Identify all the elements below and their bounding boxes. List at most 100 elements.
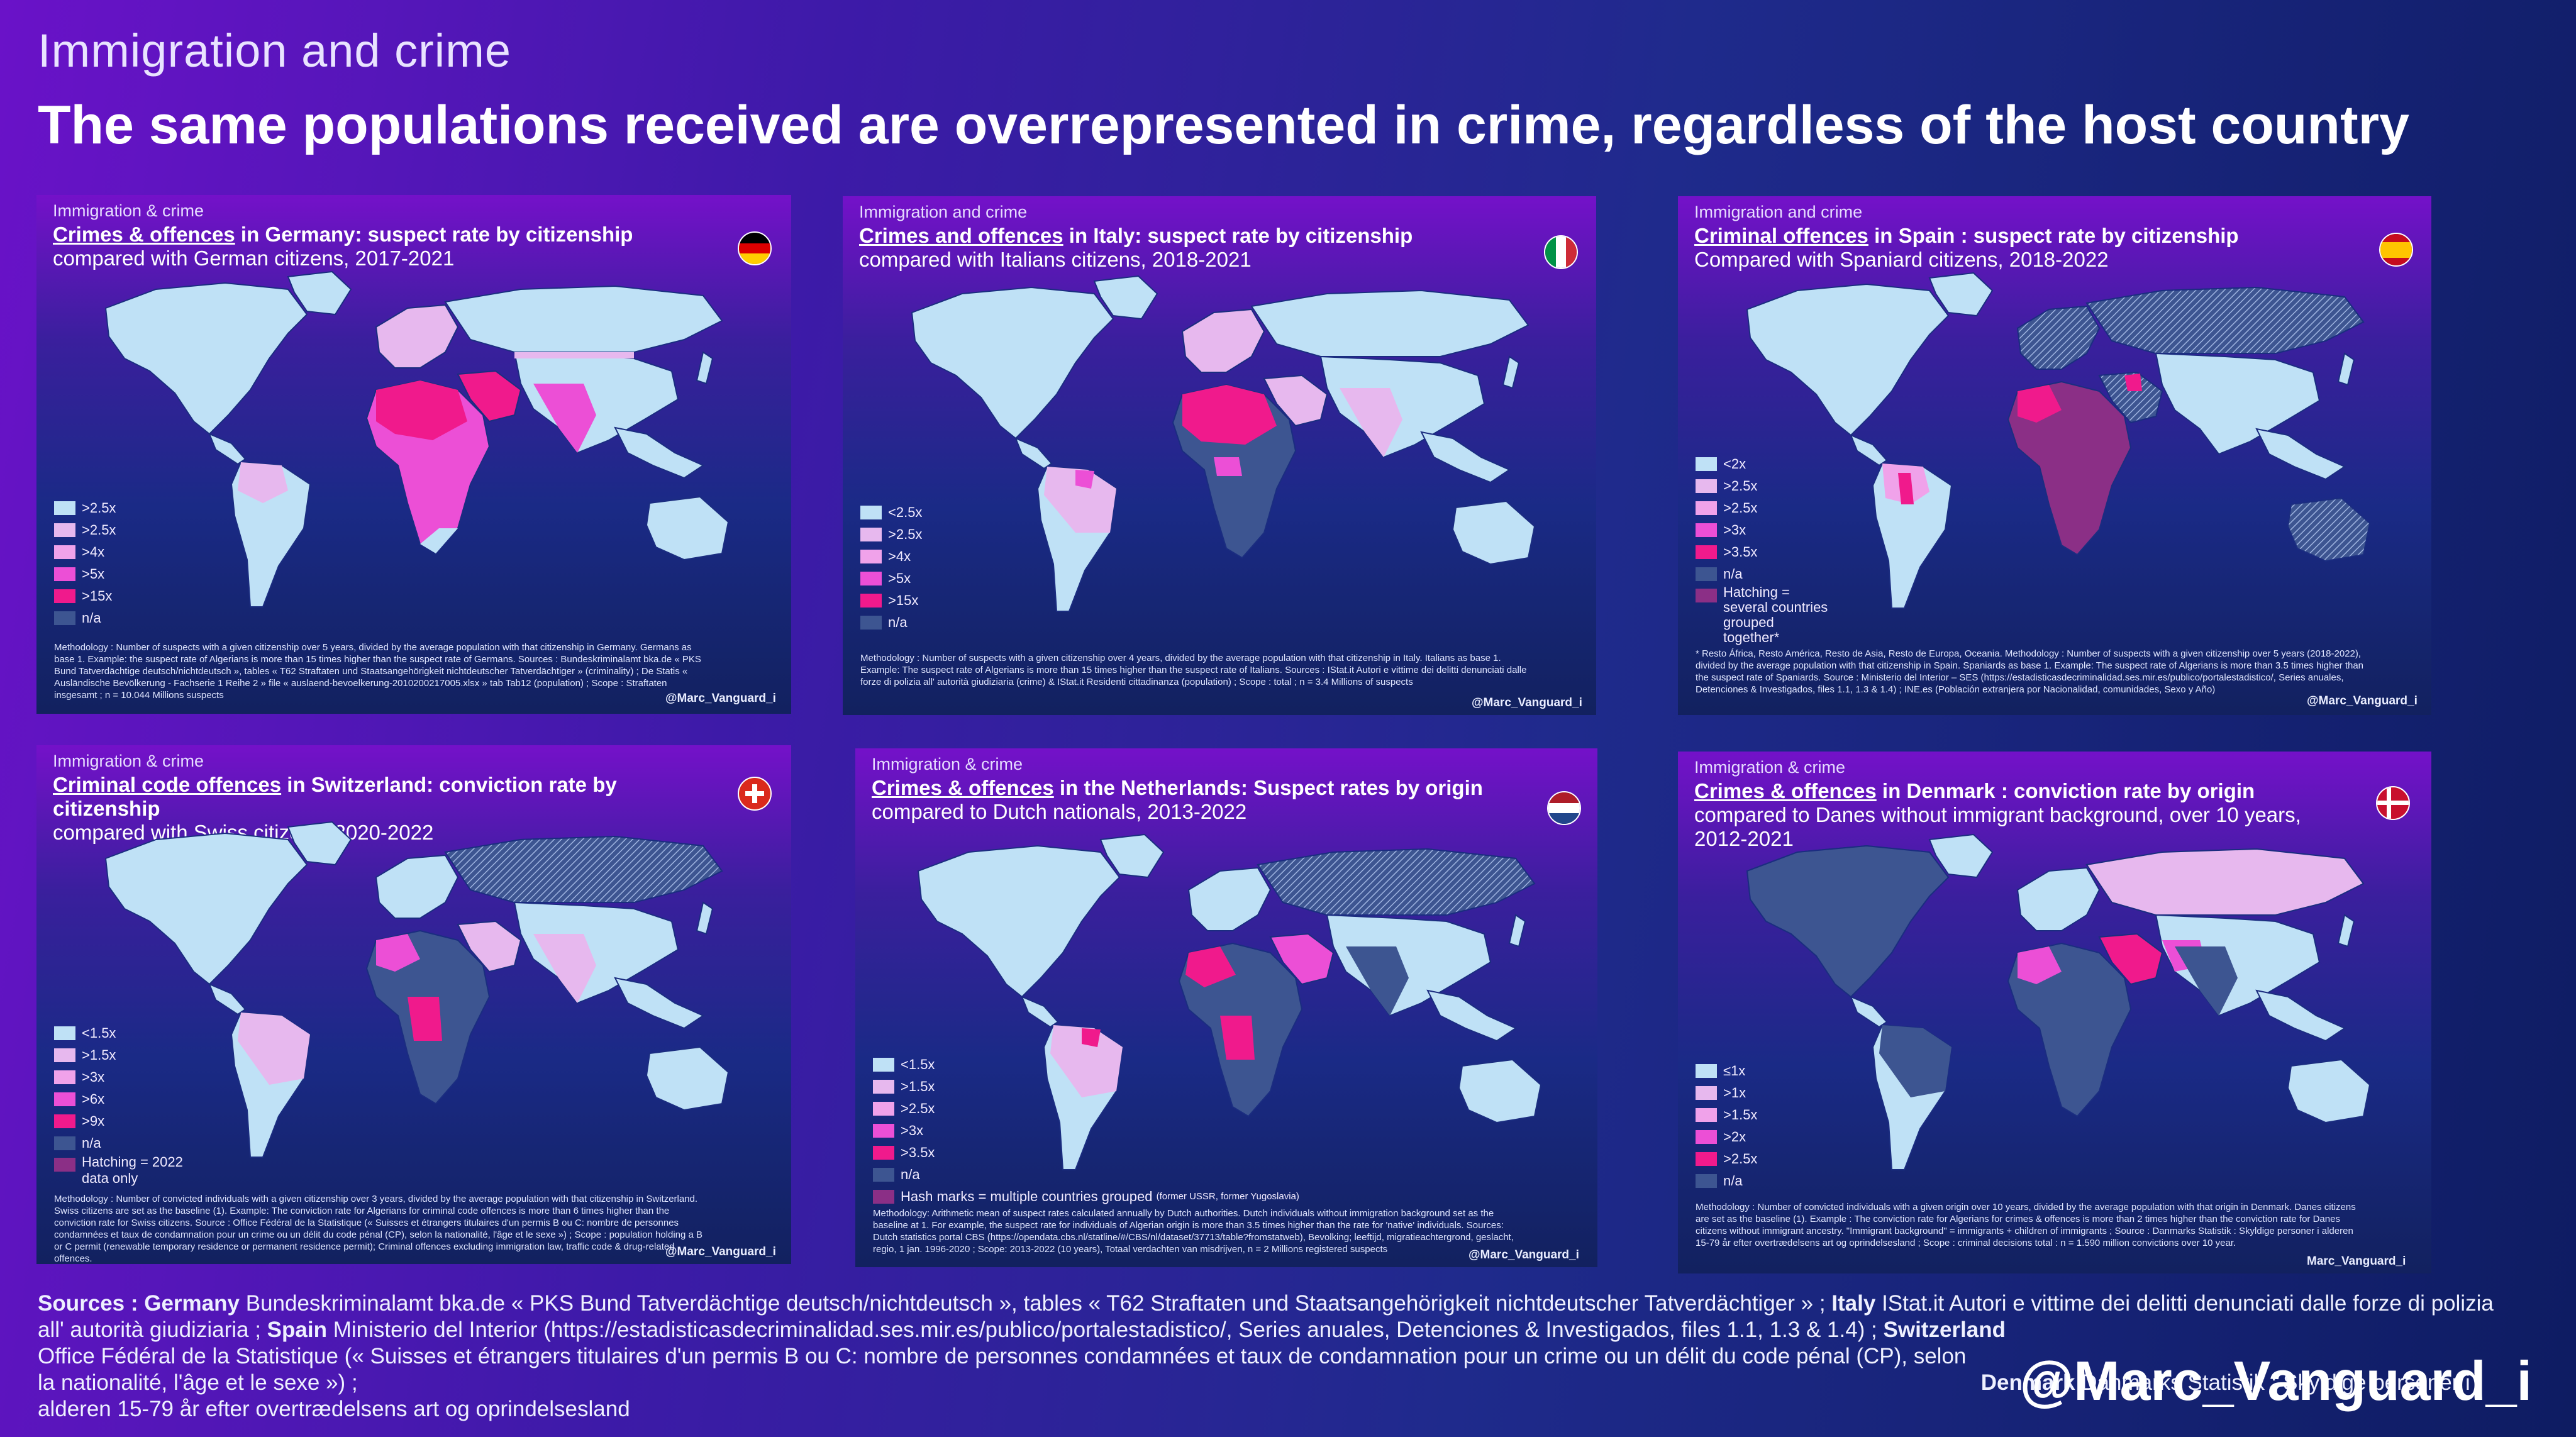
panel-kicker: Immigration and crime (1694, 203, 1863, 221)
map-legend: <1.5x >1.5x >3x >6x >9x n/a Hatching = 2… (54, 1022, 208, 1187)
source-text: Bundeskriminalamt bka.de « PKS Bund Tatv… (245, 1291, 1826, 1316)
panel-title: Crimes & offences in Germany: suspect ra… (53, 223, 682, 270)
panel-title-bold: in the Netherlands: Suspect rates by ori… (1053, 776, 1483, 799)
legend-swatch (873, 1167, 894, 1182)
legend-label: >15x (82, 588, 113, 604)
panel-netherlands: Immigration & crime Crimes & offences in… (855, 748, 1597, 1267)
footer-handle: @Marc_Vanguard_i (2019, 1350, 2532, 1412)
legend-label: >3.5x (1723, 544, 1758, 560)
switzerland-flag-icon (738, 777, 772, 811)
panel-title-underlined: Crimes and offences (859, 224, 1063, 247)
panel-title: Criminal code offences in Switzerland: c… (53, 773, 682, 845)
panel-spain: Immigration and crime Criminal offences … (1678, 196, 2431, 715)
panel-title-rest: compared with German citizens, 2017-2021 (53, 247, 455, 270)
legend-label: >9x (82, 1113, 105, 1129)
source-text: IStat.it Autori e vittime dei delitti de… (38, 1291, 2494, 1342)
legend-label: n/a (1723, 566, 1743, 582)
legend-label: >5x (82, 566, 105, 582)
legend-label: >1x (1723, 1085, 1746, 1101)
panel-title: Crimes and offences in Italy: suspect ra… (859, 224, 1488, 272)
panel-title-bold: in Denmark : conviction rate by origin (1876, 779, 2255, 802)
top-kicker: Immigration and crime (38, 25, 512, 77)
legend-swatch (1696, 567, 1717, 581)
legend-swatch (860, 615, 882, 630)
legend-swatch (54, 611, 75, 625)
panel-switzerland: Immigration & crime Criminal code offenc… (36, 745, 791, 1264)
legend-swatch (860, 593, 882, 608)
italy-flag-icon (1544, 235, 1578, 269)
source-country: Italy (1831, 1291, 1876, 1316)
legend-label: n/a (901, 1167, 920, 1182)
panel-title-bold: in Germany: suspect rate by citizenship (235, 223, 633, 246)
legend-label: >1.5x (82, 1047, 116, 1063)
panel-kicker: Immigration & crime (1694, 758, 1846, 777)
author-handle: @Marc_Vanguard_i (1472, 696, 1582, 709)
panel-title-rest: compared with Italians citizens, 2018-20… (859, 248, 1252, 271)
legend-label: >3x (901, 1123, 924, 1138)
legend-label: Hatching = several countries grouped tog… (1723, 584, 1828, 645)
panel-italy: Immigration and crime Crimes and offence… (843, 196, 1596, 715)
source-country: Denmark (1980, 1370, 2075, 1395)
legend-label: >2.5x (901, 1101, 935, 1116)
legend-label: <1.5x (82, 1025, 116, 1041)
panel-title-underlined: Criminal offences (1694, 224, 1868, 247)
methodology-text: Methodology : Number of suspects with a … (860, 653, 1527, 687)
panel-denmark: Immigration & crime Crimes & offences in… (1678, 752, 2431, 1273)
panel-title: Crimes & offences in the Netherlands: Su… (872, 776, 1501, 824)
legend-swatch (1696, 1063, 1717, 1078)
legend-swatch (54, 1026, 75, 1040)
map-legend: >2.5x >2.5x >4x >5x >15x n/a (54, 497, 116, 629)
page-title: The same populations received are overre… (38, 95, 2409, 155)
legend-swatch (54, 1048, 75, 1062)
legend-swatch (54, 523, 75, 537)
legend-label: n/a (1723, 1173, 1743, 1189)
map-legend: ≤1x >1x >1.5x >2x >2.5x n/a (1696, 1060, 1757, 1192)
methodology-text: * Resto África, Resto América, Resto de … (1696, 648, 2364, 695)
panel-title-rest: Compared with Spaniard citizens, 2018-20… (1694, 248, 2109, 271)
legend-swatch-hatch (54, 1158, 75, 1172)
panel-germany: Immigration & crime Crimes & offences in… (36, 195, 791, 714)
legend-swatch (873, 1123, 894, 1138)
legend-swatch-hatch (873, 1189, 894, 1204)
legend-label: >2.5x (82, 500, 116, 516)
map-legend: <2.5x >2.5x >4x >5x >15x n/a (860, 501, 922, 633)
world-map (918, 834, 1541, 1170)
legend-label: Hatching = 2022 data only (82, 1154, 183, 1186)
panel-kicker: Immigration & crime (53, 201, 204, 220)
legend-label: ≤1x (1723, 1063, 1746, 1079)
author-handle: @Marc_Vanguard_i (665, 1245, 776, 1258)
legend-swatch-hatch (1696, 589, 1717, 602)
author-handle: @Marc_Vanguard_i (1468, 1248, 1579, 1262)
legend-swatch (54, 545, 75, 559)
legend-label: >2x (1723, 1129, 1746, 1145)
legend-swatch (1696, 523, 1717, 537)
world-map (105, 271, 729, 608)
legend-swatch (873, 1079, 894, 1094)
methodology-text: Methodology: Arithmetic mean of suspect … (873, 1208, 1514, 1255)
legend-label: >3x (82, 1069, 105, 1085)
panel-kicker: Immigration & crime (53, 752, 204, 770)
methodology-text: Methodology : Number of convicted indivi… (1696, 1202, 2356, 1248)
panel-title-rest: compared to Dutch nationals, 2013-2022 (872, 800, 1247, 823)
legend-label: >2.5x (1723, 500, 1758, 516)
methodology-text: Methodology : Number of convicted indivi… (54, 1194, 703, 1264)
legend-label: >3.5x (901, 1145, 935, 1160)
legend-swatch (1696, 545, 1717, 559)
legend-label: >2.5x (1723, 478, 1758, 494)
legend-label: >5x (888, 570, 911, 586)
legend-swatch (54, 1070, 75, 1084)
legend-swatch (54, 501, 75, 515)
map-legend: <2x >2.5x >2.5x >3x >3.5x n/a Hatching =… (1696, 453, 1830, 645)
legend-label: n/a (82, 1135, 101, 1151)
panel-title: Crimes & offences in Denmark : convictio… (1694, 779, 2323, 851)
legend-swatch (54, 589, 75, 603)
legend-swatch (860, 527, 882, 541)
panel-kicker: Immigration & crime (872, 755, 1023, 774)
legend-swatch (1696, 479, 1717, 493)
legend-swatch (1696, 1107, 1717, 1122)
legend-label: >15x (888, 592, 919, 608)
map-legend: <1.5x >1.5x >2.5x >3x >3.5x n/a Hash mar… (873, 1053, 1299, 1207)
legend-swatch (1696, 1129, 1717, 1144)
legend-swatch (54, 1136, 75, 1150)
source-text: Ministerio del Interior (https://estadis… (333, 1318, 1877, 1342)
